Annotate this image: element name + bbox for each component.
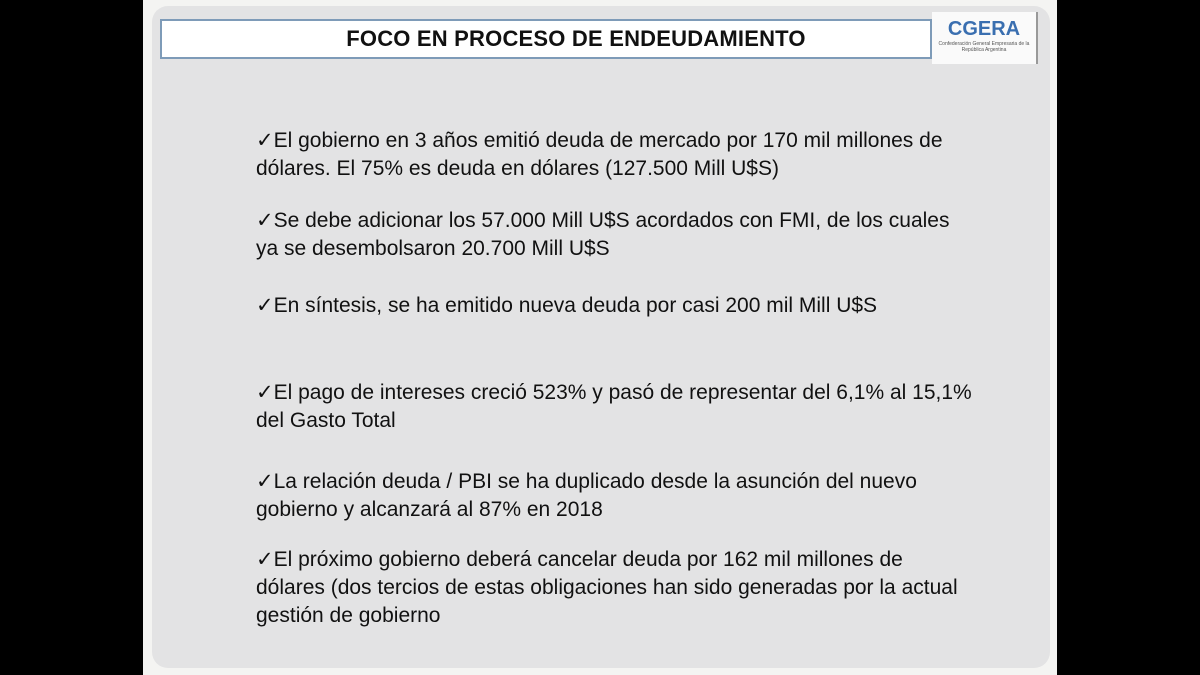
cgera-logo: CGERA Confederación General Empresaria d… [932,12,1038,64]
slide-title: FOCO EN PROCESO DE ENDEUDAMIENTO [346,26,806,51]
logo-subtitle: Confederación General Empresaria de la R… [938,41,1030,53]
logo-brand: CGERA [947,18,1021,40]
bullet-item: ✓En síntesis, se ha emitido nueva deuda … [256,294,878,317]
slide: FOCO EN PROCESO DE ENDEUDAMIENTO CGERA C… [143,0,1057,675]
bullet-item: ✓La relación deuda / PBI se ha duplicado… [256,470,917,521]
slide-panel [152,6,1050,668]
bullet-item: ✓El gobierno en 3 años emitió deuda de m… [256,129,943,180]
bullet-item: ✓Se debe adicionar los 57.000 Mill U$S a… [256,209,950,260]
bullet-item: ✓El pago de intereses creció 523% y pasó… [256,381,972,432]
bullet-item: ✓El próximo gobierno deberá cancelar deu… [256,548,958,627]
title-box: FOCO EN PROCESO DE ENDEUDAMIENTO [160,19,932,59]
